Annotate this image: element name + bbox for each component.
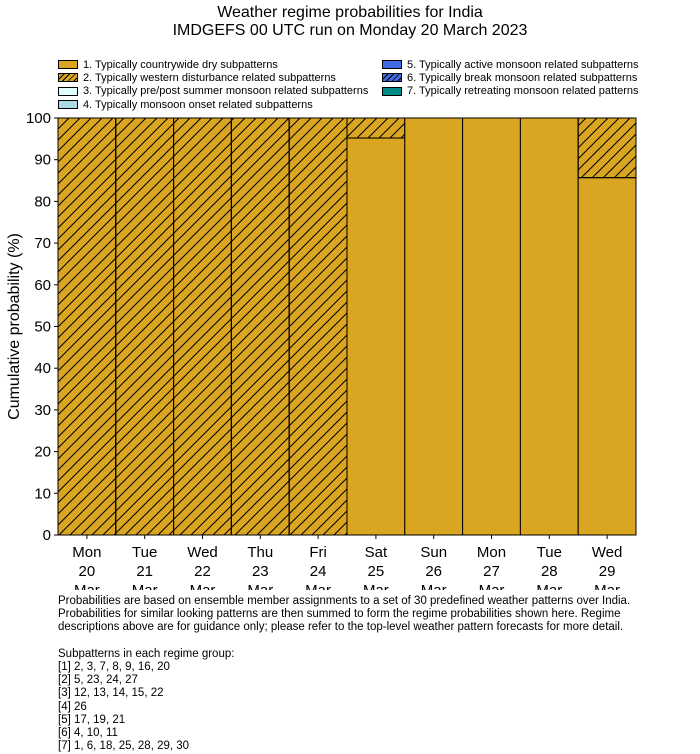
y-tick-label: 30 [34,402,51,419]
x-tick-label: 22 [194,563,211,580]
y-axis-label: Cumulative probability (%) [6,233,23,420]
bar-segment-hatch [115,117,175,536]
x-tick-label: 23 [252,563,269,580]
bar-segment-hatch [346,117,406,139]
x-tick-label: Mar [305,582,331,590]
x-tick-label: Mar [421,582,447,590]
bar-segment-hatch [230,117,290,536]
notes-text: Probabilities are based on ensemble memb… [58,595,631,753]
chart-subtitle: IMDGEFS 00 UTC run on Monday 20 March 20… [172,22,528,39]
x-tick-label: Sun [420,544,447,561]
x-tick-label: Mar [132,582,158,590]
legend-label: 5. Typically active monsoon related subp… [407,58,639,71]
x-tick-label: Mar [363,582,389,590]
x-tick-label: Mar [190,582,216,590]
y-tick-label: 40 [34,360,51,377]
x-tick-label: 20 [79,563,96,580]
legend-item: 6. Typically break monsoon related subpa… [382,71,639,84]
legend-label: 4. Typically monsoon onset related subpa… [83,98,313,111]
legend-label: 2. Typically western disturbance related… [83,71,336,84]
legend-item: 3. Typically pre/post summer monsoon rel… [58,85,368,98]
legend-item: 1. Typically countrywide dry subpatterns [58,58,368,71]
legend-swatch [382,73,402,83]
x-tick-label: 29 [599,563,616,580]
x-tick-label: Wed [592,544,623,561]
bar-segment [462,117,521,536]
x-tick-label: 21 [136,563,153,580]
x-tick-label: Mar [74,582,100,590]
x-tick-label: Fri [309,544,327,561]
legend-label: 3. Typically pre/post summer monsoon rel… [83,85,369,98]
y-tick-label: 50 [34,319,51,336]
legend-swatch [382,86,402,96]
x-tick-label: Mar [594,582,620,590]
bar-segment [577,177,637,536]
y-tick-label: 0 [43,527,51,544]
x-tick-label: Mar [479,582,505,590]
y-tick-label: 10 [34,485,51,502]
x-tick-label: Tue [132,544,157,561]
legend-label: 7. Typically retreating monsoon related … [407,85,639,98]
y-tick-label: 80 [34,193,51,210]
y-tick-label: 90 [34,152,51,169]
legend-label: 1. Typically countrywide dry subpatterns [83,58,278,71]
x-tick-label: Mar [536,582,562,590]
legend-swatch [58,60,78,70]
x-tick-label: Mon [72,544,101,561]
legend-item: 2. Typically western disturbance related… [58,71,368,84]
chart-plot: Mon 20 Mar Tue 21 Mar Wed 22 Mar Thu 23 Mar Fri 24 Mar… [6,110,637,590]
bar-segment-hatch [57,117,117,536]
bar-segment-hatch [173,117,232,536]
x-tick-label: 27 [483,563,500,580]
legend-swatch [58,86,78,96]
x-tick-label: 25 [368,563,385,580]
x-tick-label: Thu [247,544,273,561]
legend-right: 5. Typically active monsoon related subp… [382,58,639,98]
y-tick-label: 70 [34,235,51,252]
bar-segment [404,117,464,536]
bar-segment [346,137,406,536]
legend-left: 1. Typically countrywide dry subpatterns… [58,58,368,111]
x-tick-label: Mon [477,544,506,561]
legend-swatch [58,73,78,83]
legend-label: 6. Typically break monsoon related subpa… [407,71,638,84]
legend-swatch [58,100,78,110]
legend-item: 7. Typically retreating monsoon related … [382,85,639,98]
legend-swatch [382,60,402,70]
x-tick-label: 28 [541,563,558,580]
x-tick-label: Wed [187,544,218,561]
y-tick-label: 100 [26,110,51,127]
y-tick-label: 60 [34,277,51,294]
chart-title: Weather regime probabilities for India [217,4,483,21]
x-tick-label: 26 [425,563,442,580]
legend-item: 4. Typically monsoon onset related subpa… [58,98,368,111]
legend-item: 5. Typically active monsoon related subp… [382,58,639,71]
bar-segment [519,117,579,536]
y-tick-label: 20 [34,444,51,461]
bar-segment-hatch [577,117,637,179]
x-tick-label: 24 [310,563,327,580]
x-tick-label: Tue [537,544,562,561]
x-tick-label: Sat [365,544,388,561]
bar-segment-hatch [288,117,348,536]
x-tick-label: Mar [247,582,273,590]
